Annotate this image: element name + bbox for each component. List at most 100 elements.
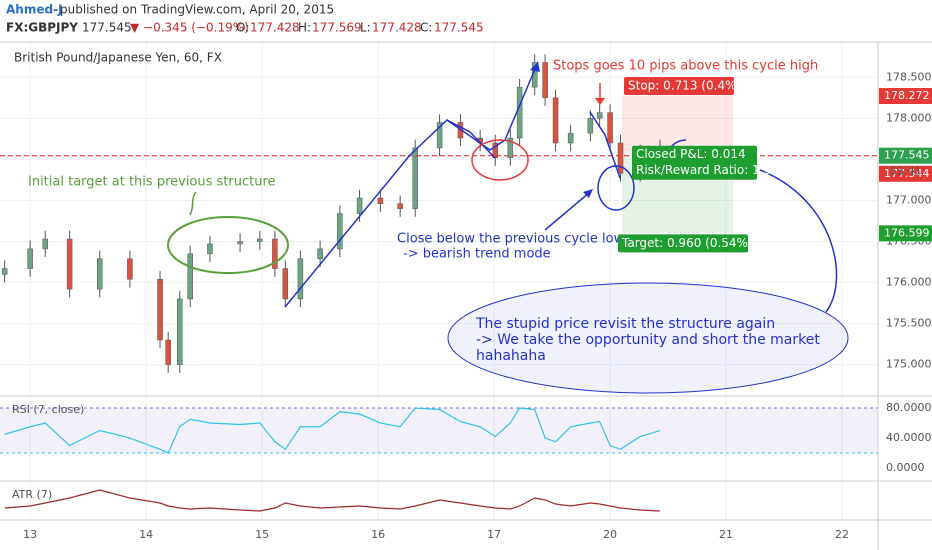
x-tick-label: 13 bbox=[23, 528, 37, 541]
low: 177.428 bbox=[372, 21, 422, 35]
chart-title: British Pound/Japanese Yen, 60, FX bbox=[14, 51, 222, 65]
y-tick-label: 178.000 bbox=[886, 111, 932, 124]
arrow bbox=[544, 191, 591, 231]
label-text: Stop: 0.713 (0.4%) bbox=[628, 79, 741, 93]
y-tick-label: 176.000 bbox=[886, 276, 932, 289]
indicator-line bbox=[4, 407, 661, 454]
candle-body bbox=[587, 118, 594, 134]
label-text: Risk/Reward Ratio: 1.35 bbox=[636, 163, 779, 177]
annotation: -> bearish trend mode bbox=[403, 247, 551, 262]
candle-body bbox=[377, 197, 384, 204]
candle-body bbox=[237, 241, 243, 245]
label-box bbox=[618, 234, 748, 253]
arrow-head bbox=[595, 98, 605, 105]
candle-body bbox=[1, 268, 8, 275]
close: 177.545 bbox=[434, 21, 484, 35]
price-badge-label: 178.272 bbox=[884, 89, 930, 102]
price-badge bbox=[879, 88, 932, 105]
indicator-line bbox=[4, 489, 660, 512]
high: 177.569 bbox=[312, 21, 362, 35]
h-label: H: bbox=[298, 21, 311, 35]
candle-body bbox=[607, 112, 613, 144]
candle-body bbox=[507, 137, 514, 159]
x-tick-label: 15 bbox=[255, 528, 269, 541]
label-text: Closed P&L: 0.014 bbox=[636, 147, 746, 161]
price-badge bbox=[879, 225, 932, 242]
price-badge-label: 177.544 bbox=[884, 167, 930, 180]
y-tick-label: 80.0000 bbox=[886, 401, 932, 414]
drawings bbox=[167, 61, 849, 394]
trend-line bbox=[446, 119, 496, 159]
annotation: The stupid price revisit the structure a… bbox=[475, 316, 775, 332]
author[interactable]: Ahmed-J bbox=[6, 3, 63, 17]
candle-body bbox=[177, 298, 183, 365]
circle bbox=[471, 139, 529, 181]
y-tick-label: 175.000 bbox=[886, 358, 932, 371]
candle-body bbox=[412, 147, 418, 209]
candle-body bbox=[282, 268, 289, 300]
x-tick-label: 14 bbox=[139, 528, 153, 541]
rsi-band bbox=[0, 408, 878, 454]
c-label: C: bbox=[420, 21, 432, 35]
candle-body bbox=[207, 243, 213, 255]
candle-body bbox=[436, 122, 443, 149]
annotation: Close below the previous cycle low bbox=[397, 232, 625, 247]
candle-body bbox=[157, 278, 163, 341]
price-badge-label: 176.599 bbox=[884, 226, 930, 239]
y-tick-label: 177.000 bbox=[886, 193, 932, 206]
y-tick-label: 175.500 bbox=[886, 317, 932, 330]
y-tick-label: 0.0000 bbox=[886, 461, 925, 474]
trend-line bbox=[589, 111, 621, 179]
candle-body bbox=[96, 258, 103, 290]
candle-body bbox=[27, 248, 33, 269]
y-tick-label: 178.500 bbox=[886, 70, 932, 83]
x-tick-label: 17 bbox=[487, 528, 501, 541]
candle-body bbox=[397, 203, 403, 209]
label-box bbox=[632, 145, 757, 180]
x-tick-label: 20 bbox=[603, 528, 617, 541]
circle bbox=[167, 216, 289, 274]
l-label: L: bbox=[360, 21, 371, 35]
candle-body bbox=[617, 142, 624, 174]
y-tick-label: 40.0000 bbox=[886, 431, 932, 444]
candle-body bbox=[337, 213, 343, 250]
candle-body bbox=[596, 112, 603, 119]
candle-body bbox=[165, 339, 171, 365]
ellipse bbox=[447, 282, 849, 394]
arrow-head bbox=[530, 62, 540, 72]
arrow-head bbox=[583, 189, 593, 198]
candle-body bbox=[516, 86, 523, 139]
annotation: Stops goes 10 pips above this cycle high bbox=[553, 59, 818, 74]
candle-body bbox=[42, 238, 48, 250]
candle-body bbox=[356, 197, 363, 214]
circle bbox=[597, 165, 635, 211]
candle-body bbox=[257, 238, 263, 242]
countdown: 53:41 bbox=[890, 165, 922, 178]
price-badge-label: 177.545 bbox=[884, 149, 930, 162]
price-badge bbox=[879, 165, 932, 182]
label-box bbox=[624, 77, 734, 96]
atr-title: ATR (7) bbox=[12, 488, 52, 501]
candle-body bbox=[187, 253, 193, 300]
open: 177.428 bbox=[250, 21, 300, 35]
o-label: O: bbox=[236, 21, 249, 35]
candle-body bbox=[567, 132, 574, 144]
trend-line bbox=[284, 61, 539, 308]
published: published on TradingView.com, April 20, … bbox=[60, 3, 334, 17]
annotation: Initial target at this previous structur… bbox=[28, 175, 276, 190]
annotation: -> We take the opportunity and short the… bbox=[476, 332, 820, 348]
price-badge bbox=[879, 147, 932, 164]
x-tick-label: 22 bbox=[835, 528, 849, 541]
candle-body bbox=[317, 248, 323, 259]
x-tick-label: 21 bbox=[719, 528, 733, 541]
candle-body bbox=[552, 97, 559, 144]
candle-body bbox=[127, 258, 133, 280]
label-text: Target: 0.960 (0.54%) bbox=[621, 236, 753, 250]
candle-body bbox=[542, 62, 548, 99]
candle-body bbox=[66, 238, 73, 290]
candle-body bbox=[297, 258, 304, 300]
annotation: hahahaha bbox=[476, 348, 546, 364]
